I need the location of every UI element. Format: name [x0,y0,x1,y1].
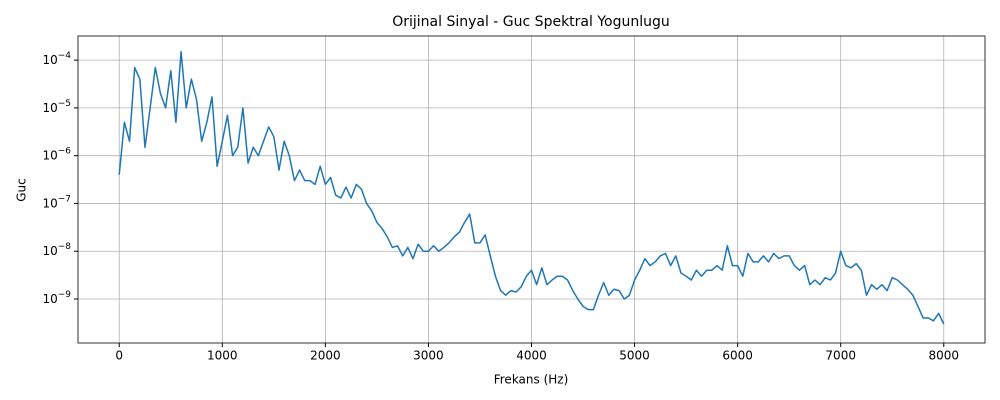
x-tick-label: 2000 [310,349,341,363]
x-tick-label: 6000 [722,349,753,363]
x-tick-label: 8000 [928,349,959,363]
x-tick-label: 1000 [207,349,238,363]
y-tick-label: 10−9 [42,290,71,306]
y-tick-label: 10−5 [42,98,71,114]
data-line [118,50,945,325]
y-tick-label: 10−7 [42,194,71,210]
plot-frame [77,35,986,344]
x-tick-label: 3000 [413,349,444,363]
chart-title: Orijinal Sinyal - Guc Spektral Yogunlugu [392,14,670,30]
y-tick-label: 10−6 [42,146,71,162]
y-tick-label: 10−8 [42,242,71,258]
x-axis-label: Frekans (Hz) [494,373,569,387]
y-tick-label: 10−4 [42,51,71,67]
x-tick-label: 4000 [516,349,547,363]
x-tick-label: 0 [115,349,123,363]
x-tick-label: 5000 [619,349,650,363]
x-tick-label: 7000 [825,349,856,363]
y-axis-label: Guc [15,178,29,202]
